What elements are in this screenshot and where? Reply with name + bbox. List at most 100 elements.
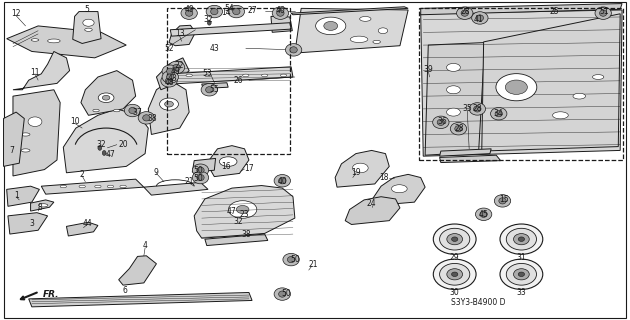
Polygon shape xyxy=(148,80,189,134)
Ellipse shape xyxy=(165,78,173,84)
Ellipse shape xyxy=(138,112,154,124)
Ellipse shape xyxy=(450,123,467,135)
Ellipse shape xyxy=(228,5,244,18)
Ellipse shape xyxy=(236,205,249,213)
Ellipse shape xyxy=(476,15,484,21)
Ellipse shape xyxy=(168,61,185,74)
Ellipse shape xyxy=(161,75,177,87)
Ellipse shape xyxy=(229,201,257,218)
Ellipse shape xyxy=(447,63,461,71)
Ellipse shape xyxy=(60,185,66,188)
Polygon shape xyxy=(13,52,69,90)
Polygon shape xyxy=(7,26,126,58)
Polygon shape xyxy=(7,186,40,206)
Text: 41: 41 xyxy=(474,15,483,24)
Ellipse shape xyxy=(162,71,178,83)
Text: 18: 18 xyxy=(379,173,389,182)
Ellipse shape xyxy=(553,112,568,119)
Ellipse shape xyxy=(129,108,136,114)
Bar xyxy=(167,8,290,154)
Ellipse shape xyxy=(185,10,193,16)
Text: 28: 28 xyxy=(472,104,482,113)
Ellipse shape xyxy=(93,109,99,112)
Ellipse shape xyxy=(120,185,126,188)
Text: 22: 22 xyxy=(175,61,185,70)
Ellipse shape xyxy=(219,157,237,166)
Ellipse shape xyxy=(142,115,150,121)
Ellipse shape xyxy=(316,17,346,35)
Text: 12: 12 xyxy=(11,9,21,18)
Ellipse shape xyxy=(324,21,338,30)
Ellipse shape xyxy=(480,211,488,217)
Text: 4: 4 xyxy=(142,241,147,250)
Text: 34: 34 xyxy=(494,109,503,118)
Ellipse shape xyxy=(360,17,371,21)
Polygon shape xyxy=(4,112,25,166)
Ellipse shape xyxy=(173,64,180,70)
Ellipse shape xyxy=(162,65,178,77)
Text: 1: 1 xyxy=(14,191,18,200)
Ellipse shape xyxy=(518,272,525,276)
Text: 54: 54 xyxy=(224,4,234,13)
Text: 45: 45 xyxy=(479,211,488,220)
Polygon shape xyxy=(81,71,135,115)
Text: 43: 43 xyxy=(168,74,177,83)
Ellipse shape xyxy=(277,10,284,16)
Ellipse shape xyxy=(391,185,407,193)
Ellipse shape xyxy=(452,272,458,276)
Polygon shape xyxy=(345,197,400,225)
Ellipse shape xyxy=(210,8,218,15)
Ellipse shape xyxy=(107,185,113,188)
Ellipse shape xyxy=(507,228,537,250)
Ellipse shape xyxy=(278,291,286,297)
Polygon shape xyxy=(8,213,48,234)
Ellipse shape xyxy=(290,47,297,53)
Text: 55: 55 xyxy=(209,85,219,94)
Polygon shape xyxy=(13,90,60,176)
Text: 40: 40 xyxy=(277,177,287,186)
Ellipse shape xyxy=(79,185,85,188)
Text: FR.: FR. xyxy=(43,290,60,299)
Ellipse shape xyxy=(573,93,585,99)
Ellipse shape xyxy=(197,167,204,173)
Polygon shape xyxy=(31,200,54,211)
Text: 50: 50 xyxy=(290,255,300,264)
Ellipse shape xyxy=(84,28,92,31)
Text: 7: 7 xyxy=(9,146,14,155)
Ellipse shape xyxy=(595,7,611,20)
Polygon shape xyxy=(421,4,622,15)
Ellipse shape xyxy=(455,126,462,132)
Text: 21: 21 xyxy=(185,177,194,186)
Text: 17: 17 xyxy=(244,164,254,173)
Text: 47: 47 xyxy=(106,150,115,159)
Text: 11: 11 xyxy=(30,68,40,77)
Polygon shape xyxy=(29,292,252,307)
Ellipse shape xyxy=(350,36,368,43)
Ellipse shape xyxy=(505,80,527,94)
Ellipse shape xyxy=(278,178,286,184)
Ellipse shape xyxy=(32,39,39,41)
Ellipse shape xyxy=(507,263,537,285)
Bar xyxy=(419,8,623,160)
Ellipse shape xyxy=(496,74,537,101)
Text: 6: 6 xyxy=(122,286,127,295)
Ellipse shape xyxy=(192,171,209,184)
Ellipse shape xyxy=(476,208,492,220)
Text: 44: 44 xyxy=(83,219,92,228)
Text: 21: 21 xyxy=(309,260,319,269)
Text: S3Y3-B4900 D: S3Y3-B4900 D xyxy=(451,298,505,307)
Text: 50: 50 xyxy=(282,289,292,298)
Text: 33: 33 xyxy=(517,288,526,297)
Polygon shape xyxy=(271,16,292,32)
Text: 3: 3 xyxy=(30,219,34,228)
Text: 29: 29 xyxy=(450,253,459,262)
Text: 10: 10 xyxy=(70,117,79,126)
Ellipse shape xyxy=(83,19,94,26)
Ellipse shape xyxy=(28,117,42,126)
Text: 32: 32 xyxy=(96,140,106,149)
Polygon shape xyxy=(209,146,249,177)
Polygon shape xyxy=(63,109,148,173)
Text: 38: 38 xyxy=(241,229,251,239)
Text: 50: 50 xyxy=(193,174,203,183)
Polygon shape xyxy=(118,256,156,285)
